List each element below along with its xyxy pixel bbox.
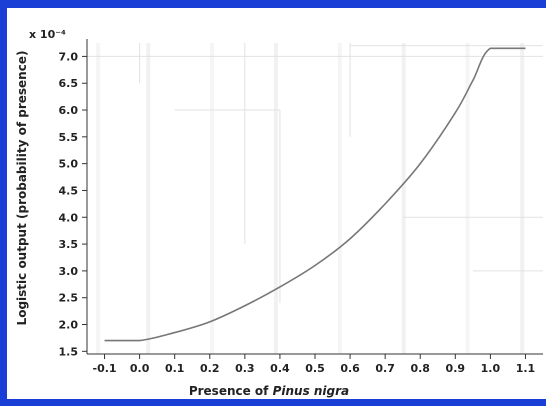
response-curve-line (104, 47, 526, 342)
texture-stripe (96, 43, 101, 354)
x-tick-label: 0.1 (165, 362, 185, 375)
background-texture (87, 43, 543, 354)
y-tick-label: 4.5 (59, 184, 79, 197)
y-tick-label: 7.0 (59, 50, 79, 63)
x-tick-label: 0.3 (235, 362, 255, 375)
chart-panel: 1.5 2.0 2.5 3.0 3.5 4.0 4.5 5.0 5.5 6.0 6.5 7.0 -0.… (7, 8, 546, 399)
y-tick-label: 2.0 (59, 319, 79, 332)
x-tick-label: -0.1 (93, 362, 117, 375)
x-axis-title-prefix: Presence of (189, 384, 273, 398)
y-tick-label: 2.5 (59, 292, 79, 305)
y-tick-label: 1.5 (59, 345, 79, 358)
texture-stripe (146, 43, 151, 354)
y-axis-title: Logistic output (probability of presence… (15, 51, 29, 326)
texture-stripe (401, 43, 406, 354)
y-tick-label: 3.0 (59, 265, 79, 278)
x-tick-label: 0.8 (410, 362, 430, 375)
x-tick-label: 0.5 (305, 362, 325, 375)
y-tick-label: 5.0 (59, 158, 79, 171)
y-tick-label: 3.5 (59, 238, 79, 251)
y-axis-multiplier: x 10⁻⁴ (29, 28, 66, 41)
x-tick-label: 0.4 (270, 362, 290, 375)
y-tick-label: 6.5 (59, 77, 79, 90)
y-axis-ticks: 1.5 2.0 2.5 3.0 3.5 4.0 4.5 5.0 5.5 6.0 6.5 7.0 (59, 50, 87, 358)
x-axis-title: Presence of Pinus nigra (189, 384, 349, 398)
x-tick-label: 0.6 (340, 362, 360, 375)
texture-stripe (465, 43, 470, 354)
x-axis-ticks: -0.1 0.0 0.1 0.2 0.3 0.4 0.5 0.6 0.7 0.8 0.9 1.0 1.1 (93, 354, 536, 375)
y-tick-label: 6.0 (59, 104, 79, 117)
x-tick-label: 0.7 (375, 362, 395, 375)
x-tick-label: 1.0 (481, 362, 501, 375)
texture-stripe (337, 43, 342, 354)
x-tick-label: 0.2 (200, 362, 220, 375)
texture-stripe (273, 43, 278, 354)
y-tick-label: 4.0 (59, 211, 79, 224)
x-tick-label: 0.9 (446, 362, 466, 375)
texture-stripe (210, 43, 215, 354)
x-tick-label: 0.0 (130, 362, 150, 375)
x-axis-title-species: Pinus nigra (273, 384, 350, 398)
y-tick-label: 5.5 (59, 131, 79, 144)
texture-stripe (520, 43, 525, 354)
response-curve-chart: 1.5 2.0 2.5 3.0 3.5 4.0 4.5 5.0 5.5 6.0 6.5 7.0 -0.… (15, 28, 543, 398)
x-tick-label: 1.1 (516, 362, 536, 375)
